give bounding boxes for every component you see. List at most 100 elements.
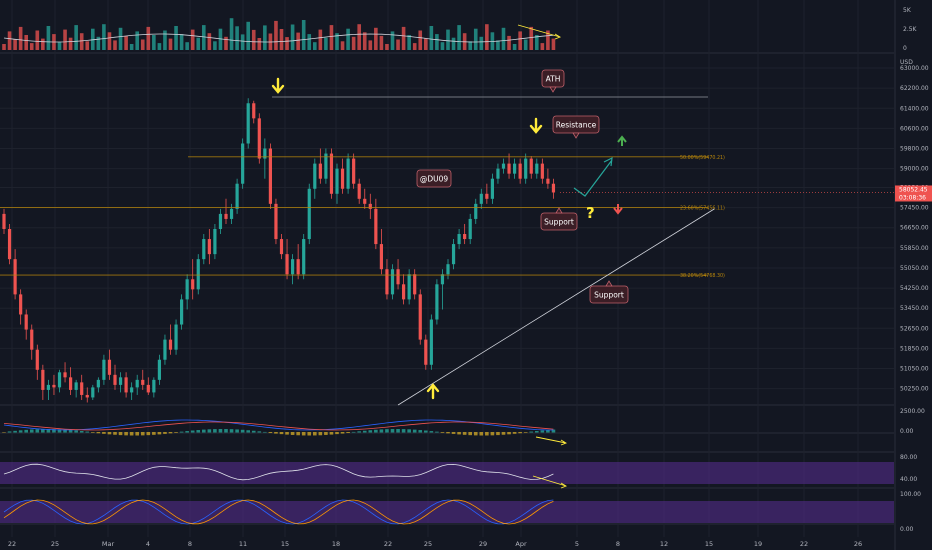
candle <box>207 228 211 265</box>
macd-bar <box>551 429 556 433</box>
rsi-line <box>3 463 554 481</box>
price-axis[interactable]: USD 63000.00 62200.00 61400.00 60600.00 5980… <box>894 0 932 550</box>
candle-body <box>91 387 95 398</box>
rsi-band <box>0 462 894 484</box>
candle-body <box>429 319 433 365</box>
volume-bar <box>190 29 195 50</box>
time-axis[interactable]: 22 25 Mar 4 8 11 15 18 22 25 29 Apr 5 8 12 15 19 22 26 <box>8 540 862 548</box>
candle-body <box>435 284 439 320</box>
macd-bar <box>251 430 256 433</box>
candle <box>446 259 450 280</box>
fib-label: 23.60%(57456.11) <box>680 205 725 211</box>
candle-body <box>69 377 73 390</box>
macd-bar <box>79 430 84 433</box>
volume-bar <box>340 41 345 50</box>
macd-bar <box>279 432 284 435</box>
candle-body <box>285 254 289 275</box>
volume-bar <box>218 28 223 50</box>
candle <box>85 387 89 403</box>
macd-bar <box>29 429 34 433</box>
rsi-tick-label: 80.00 <box>900 454 917 461</box>
candle <box>296 244 300 280</box>
candle <box>485 183 489 204</box>
candle <box>307 183 311 245</box>
red-down-arrow-icon <box>613 204 623 215</box>
volume-bar <box>35 30 40 50</box>
candle <box>13 249 17 300</box>
candle-body <box>335 168 339 194</box>
stoch-k-line <box>3 499 554 525</box>
volume-bar <box>496 40 500 50</box>
stoch-tick-label: 0.00 <box>900 526 914 533</box>
candle <box>74 379 78 398</box>
volume-tick-label: 5K <box>903 7 912 14</box>
volume-panel <box>2 18 556 50</box>
volume-bar <box>13 39 17 50</box>
macd-bar <box>301 432 306 436</box>
volume-bar <box>140 39 145 50</box>
candle-body <box>540 163 544 179</box>
candle-body <box>241 143 245 184</box>
candle-body <box>141 379 145 385</box>
stoch-panel <box>0 499 894 525</box>
volume-bar <box>96 36 101 50</box>
candle-body <box>313 163 317 189</box>
macd-bar <box>18 430 23 433</box>
macd-bar <box>379 429 384 433</box>
macd-bar <box>152 432 156 435</box>
candle-body <box>474 203 478 219</box>
candle <box>185 274 189 310</box>
candle-body <box>291 259 295 275</box>
countdown-label: 03:08:36 <box>899 194 926 201</box>
time-label: 15 <box>281 540 289 548</box>
macd-bar <box>202 429 206 433</box>
candle <box>96 377 100 393</box>
macd-bar <box>224 429 228 433</box>
volume-bar <box>85 41 90 50</box>
candle <box>340 158 345 194</box>
candle <box>157 354 161 385</box>
volume-bar <box>257 38 262 50</box>
candle-body <box>463 234 467 240</box>
volume-bar <box>290 24 295 50</box>
macd-bar <box>179 431 184 433</box>
macd-bar <box>479 432 484 436</box>
candle <box>135 374 139 395</box>
candle <box>513 158 517 179</box>
candle <box>63 362 67 383</box>
price-axis-unit: USD <box>900 59 913 66</box>
trend-line <box>397 208 715 406</box>
candle <box>424 334 428 370</box>
macd-bar <box>335 432 339 435</box>
candle-body <box>307 188 311 240</box>
annotations: ATH Resistance Support Support @DU09? <box>271 24 629 489</box>
candle <box>107 349 112 380</box>
candle-body <box>80 382 84 395</box>
macd-bar <box>13 430 17 433</box>
candle <box>57 369 62 393</box>
candle-body <box>363 198 367 204</box>
candle <box>241 138 245 189</box>
macd-bar <box>446 432 450 434</box>
macd-bar <box>91 432 95 433</box>
volume-bar <box>512 44 517 50</box>
candle-body <box>296 259 300 275</box>
candle <box>2 208 6 235</box>
volume-bar <box>57 42 62 50</box>
green-up-arrow-icon <box>617 135 627 146</box>
candle <box>457 228 461 250</box>
candle-body <box>202 239 206 260</box>
support-lower-callout-label: Support <box>594 291 624 300</box>
volume-bar <box>313 42 317 50</box>
candle <box>30 324 34 360</box>
volume-bar <box>102 24 106 50</box>
candle-body <box>246 103 250 144</box>
macd-bar <box>390 429 395 433</box>
volume-bar <box>196 37 201 50</box>
candle-body <box>196 259 200 290</box>
candle <box>468 213 472 245</box>
candle-body <box>180 299 184 325</box>
macd-bar <box>274 432 278 434</box>
volume-bar <box>152 35 156 50</box>
candle-body <box>468 218 472 240</box>
